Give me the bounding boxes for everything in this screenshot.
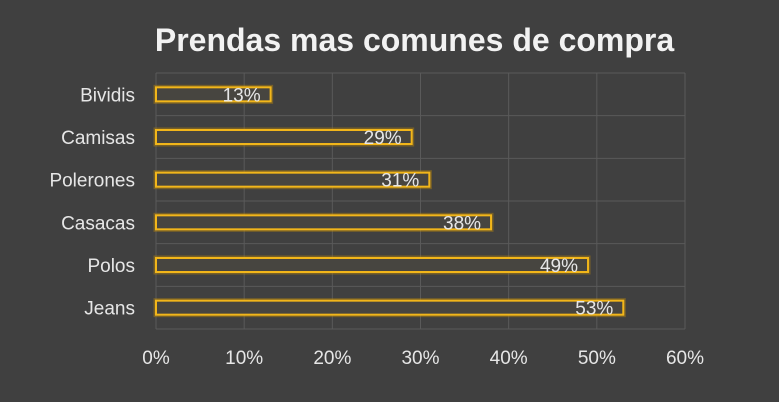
category-label: Polos xyxy=(87,256,135,277)
category-label: Polerones xyxy=(49,171,135,192)
bar xyxy=(155,86,272,103)
category-label: Bividis xyxy=(80,85,135,106)
bar xyxy=(155,171,431,188)
category-label: Casacas xyxy=(61,213,135,234)
data-label: 29% xyxy=(364,128,402,149)
bar xyxy=(155,129,413,145)
x-tick-label: 10% xyxy=(225,348,263,369)
data-label: 49% xyxy=(540,256,578,277)
data-label: 38% xyxy=(443,213,481,234)
data-label: 53% xyxy=(575,299,613,320)
category-label: Camisas xyxy=(61,128,135,149)
bar xyxy=(155,214,493,231)
x-tick-label: 40% xyxy=(490,348,528,369)
x-tick-label: 30% xyxy=(401,348,439,369)
data-label: 13% xyxy=(223,85,261,106)
x-tick-label: 0% xyxy=(142,348,170,369)
chart-title: Prendas mas comunes de compra xyxy=(154,22,675,58)
category-label: Jeans xyxy=(84,299,135,320)
bar xyxy=(155,257,590,273)
data-label: 31% xyxy=(381,171,419,192)
x-tick-label: 50% xyxy=(578,348,616,369)
x-tick-label: 20% xyxy=(313,348,351,369)
x-tick-label: 60% xyxy=(666,348,704,369)
bar xyxy=(155,299,625,316)
